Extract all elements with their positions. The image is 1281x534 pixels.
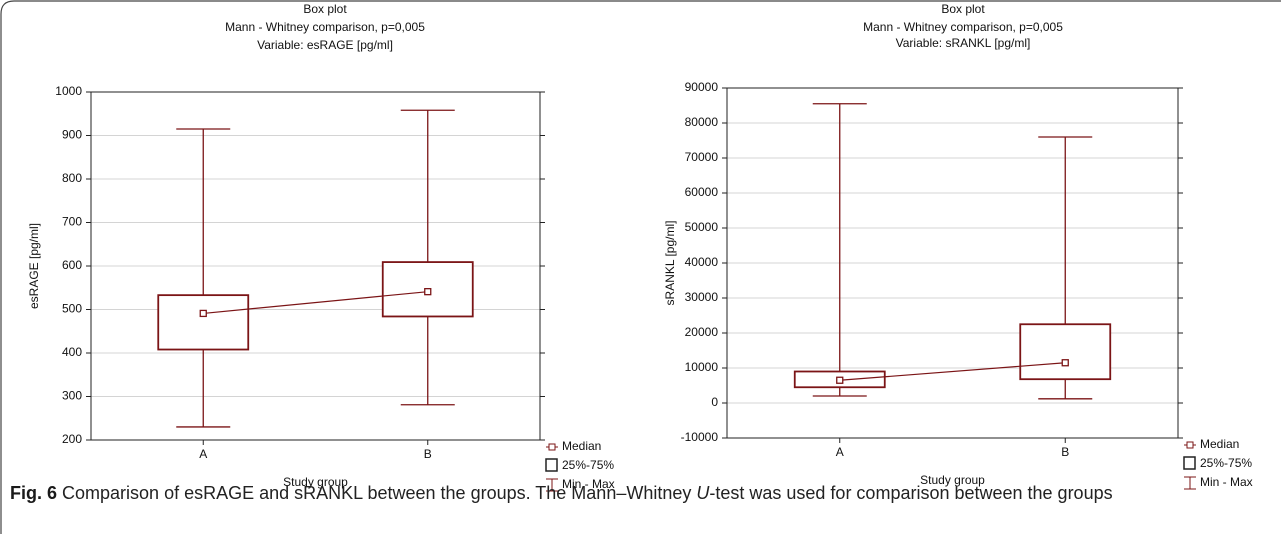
median-marker xyxy=(836,376,844,384)
y-tick-label: 600 xyxy=(62,258,82,272)
legend-label: 25%-75% xyxy=(1200,456,1252,470)
median-marker xyxy=(1061,359,1069,367)
legend-box xyxy=(545,458,558,472)
chart-subtitle: Mann - Whitney comparison, p=0,005 xyxy=(225,20,425,34)
y-tick-label: -10000 xyxy=(681,430,719,444)
y-tick-label: 70000 xyxy=(685,150,719,164)
legend-whisker xyxy=(1184,476,1196,490)
y-tick-label: 10000 xyxy=(685,360,719,374)
chart-variable: Variable: sRANKL [pg/ml] xyxy=(896,36,1031,50)
legend-label: Median xyxy=(562,439,601,453)
y-tick-label: 800 xyxy=(62,171,82,185)
caption-text-end: -test was used for comparison between th… xyxy=(709,483,1113,503)
median-marker xyxy=(199,309,207,318)
y-tick-label: 300 xyxy=(62,389,82,403)
legend-median-marker xyxy=(548,443,556,451)
y-tick-label: 700 xyxy=(62,215,82,229)
chart-title: Box plot xyxy=(303,2,347,16)
x-tick-label: A xyxy=(199,447,207,461)
y-tick-label: 60000 xyxy=(685,185,719,199)
x-tick-label: A xyxy=(836,445,844,459)
caption-label: Fig. 6 xyxy=(10,483,58,503)
y-tick-label: 50000 xyxy=(685,220,719,234)
y-tick-label: 500 xyxy=(62,302,82,316)
median-marker xyxy=(424,288,432,296)
y-tick-label: 400 xyxy=(62,345,82,359)
y-tick-label: 30000 xyxy=(685,290,719,304)
caption-italic: U xyxy=(696,483,710,503)
y-axis-label: esRAGE [pg/ml] xyxy=(27,223,41,309)
caption: Fig. 6 Comparison of esRAGE and sRANKL b… xyxy=(10,483,1113,504)
y-tick-label: 90000 xyxy=(685,80,719,94)
legend-whisker xyxy=(546,478,558,492)
chart-subtitle: Mann - Whitney comparison, p=0,005 xyxy=(863,20,1063,34)
legend-box xyxy=(1183,456,1196,470)
legend-median-marker xyxy=(1186,441,1194,449)
box xyxy=(157,294,250,351)
x-axis-label: Study group xyxy=(920,473,985,487)
caption-text: Comparison of esRAGE and sRANKL between … xyxy=(62,483,697,503)
y-tick-label: 1000 xyxy=(55,84,82,98)
y-tick-label: 40000 xyxy=(685,255,719,269)
plot-area xyxy=(90,91,541,441)
y-tick-label: 200 xyxy=(62,432,82,446)
y-tick-label: 0 xyxy=(711,395,718,409)
legend-label: Median xyxy=(1200,437,1239,451)
chart-title: Box plot xyxy=(941,2,985,16)
legend-label: 25%-75% xyxy=(562,458,614,472)
plot-area xyxy=(726,87,1179,439)
x-axis-label: Study group xyxy=(283,475,348,489)
legend-label: Min - Max xyxy=(562,477,615,491)
y-tick-label: 80000 xyxy=(685,115,719,129)
x-tick-label: B xyxy=(1061,445,1069,459)
legend-label: Min - Max xyxy=(1200,475,1253,489)
x-tick-label: B xyxy=(424,447,432,461)
y-tick-label: 20000 xyxy=(685,325,719,339)
median-line xyxy=(839,362,1066,381)
chart-variable: Variable: esRAGE [pg/ml] xyxy=(257,38,393,52)
box xyxy=(1019,323,1112,381)
y-axis-label: sRANKL [pg/ml] xyxy=(663,221,677,306)
median-line xyxy=(203,291,428,315)
y-tick-label: 900 xyxy=(62,128,82,142)
